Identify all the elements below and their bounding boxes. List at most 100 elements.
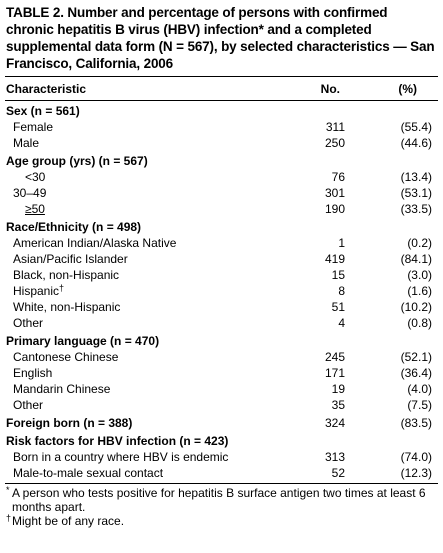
row-percent: (44.6) — [400, 136, 432, 150]
row-label-text: Male-to-male sexual contact — [13, 466, 164, 480]
table-row: English 171 (36.4) — [5, 365, 437, 381]
row-count: 8 — [338, 284, 345, 298]
group-percent — [348, 101, 437, 119]
row-label: Male-to-male sexual contact — [5, 465, 255, 483]
row-label-text: Born in a country where HBV is endemic — [13, 450, 229, 464]
row-label: Male — [5, 135, 255, 151]
header-no: No. — [320, 82, 340, 96]
row-percent: (52.1) — [400, 350, 432, 364]
table-row: Other 35 (7.5) — [5, 397, 437, 413]
header-rule — [5, 100, 438, 101]
group-label: Foreign born (n = 388) — [6, 416, 133, 430]
row-label: White, non-Hispanic — [5, 299, 255, 315]
row-label-text: <30 — [25, 170, 46, 184]
row-label-text: 30–49 — [13, 186, 47, 200]
table-row: ≥50 190 (33.5) — [5, 201, 437, 217]
row-count: 1 — [338, 236, 345, 250]
row-label: Cantonese Chinese — [5, 349, 255, 365]
row-count: 171 — [324, 366, 345, 380]
row-label-text: Other — [13, 398, 44, 412]
row-label: Born in a country where HBV is endemic — [5, 449, 255, 465]
header-characteristic: Characteristic — [6, 82, 87, 96]
table-row: Asian/Pacific Islander 419 (84.1) — [5, 251, 437, 267]
row-label-text: White, non-Hispanic — [13, 300, 121, 314]
group-percent: (83.5) — [400, 416, 432, 430]
row-percent: (7.5) — [407, 398, 432, 412]
group-row: Race/Ethnicity (n = 498) — [5, 217, 437, 235]
footnote-text: A person who tests positive for hepatiti… — [12, 486, 426, 514]
footnote-marker: † — [6, 513, 12, 523]
row-label: American Indian/Alaska Native — [5, 235, 255, 251]
row-label-text: Male — [13, 136, 40, 150]
table-row: <30 76 (13.4) — [5, 169, 437, 185]
table-row: Male-to-male sexual contact 52 (12.3) — [5, 465, 437, 483]
top-rule — [5, 76, 438, 77]
header-row: Characteristic No. (%) — [5, 77, 437, 100]
row-percent: (10.2) — [400, 300, 432, 314]
group-percent — [348, 151, 437, 169]
group-row: Foreign born (n = 388) 324 (83.5) — [5, 413, 437, 431]
row-label: Black, non-Hispanic — [5, 267, 255, 283]
row-label: Female — [5, 119, 255, 135]
row-label: Asian/Pacific Islander — [5, 251, 255, 267]
table-row: White, non-Hispanic 51 (10.2) — [5, 299, 437, 315]
row-percent: (0.2) — [407, 236, 432, 250]
table-row: Hispanic† 8 (1.6) — [5, 283, 437, 299]
row-label: English — [5, 365, 255, 381]
row-label-text: ≥50 — [25, 202, 45, 216]
row-count: 4 — [338, 316, 345, 330]
row-label-text: Cantonese Chinese — [13, 350, 119, 364]
group-percent — [348, 331, 437, 349]
group-count — [255, 101, 348, 119]
footnote: † Might be of any race. — [5, 513, 438, 528]
row-count: 245 — [324, 350, 345, 364]
row-percent: (13.4) — [400, 170, 432, 184]
row-percent: (0.8) — [407, 316, 432, 330]
group-percent — [348, 431, 437, 449]
row-percent: (36.4) — [400, 366, 432, 380]
row-count: 313 — [324, 450, 345, 464]
row-count: 76 — [331, 170, 345, 184]
bottom-rule — [5, 483, 438, 484]
table-row: Other 4 (0.8) — [5, 315, 437, 331]
row-percent: (3.0) — [407, 268, 432, 282]
table-row: 30–49 301 (53.1) — [5, 185, 437, 201]
footnote-marker: † — [59, 283, 65, 293]
row-percent: (74.0) — [400, 450, 432, 464]
row-percent: (55.4) — [400, 120, 432, 134]
group-label: Risk factors for HBV infection (n = 423) — [6, 434, 229, 448]
row-count: 35 — [331, 398, 345, 412]
data-table-body: Sex (n = 561) Female 311 (55.4) Male 250 (44.6… — [5, 101, 437, 483]
table-title: TABLE 2. Number and percentage of person… — [6, 5, 435, 71]
row-label: Mandarin Chinese — [5, 381, 255, 397]
row-label: <30 — [5, 169, 255, 185]
row-label-text: English — [13, 366, 53, 380]
row-label-text: Hispanic — [13, 284, 60, 298]
row-label: 30–49 — [5, 185, 255, 201]
group-row: Age group (yrs) (n = 567) — [5, 151, 437, 169]
row-count: 52 — [331, 466, 345, 480]
table-row: Mandarin Chinese 19 (4.0) — [5, 381, 437, 397]
row-percent: (4.0) — [407, 382, 432, 396]
group-label: Primary language (n = 470) — [6, 334, 160, 348]
row-percent: (53.1) — [400, 186, 432, 200]
table-body: Sex (n = 561) Female 311 (55.4) Male 250 (44.6… — [5, 101, 437, 483]
row-count: 19 — [331, 382, 345, 396]
row-count: 51 — [331, 300, 345, 314]
row-label: Other — [5, 315, 255, 331]
row-percent: (33.5) — [400, 202, 432, 216]
group-label: Age group (yrs) (n = 567) — [6, 154, 148, 168]
footnote: * A person who tests positive for hepatit… — [5, 485, 438, 514]
header-pct: (%) — [398, 82, 417, 96]
row-percent: (1.6) — [407, 284, 432, 298]
row-label: Hispanic† — [5, 283, 255, 299]
row-label-text: Female — [13, 120, 54, 134]
row-count: 15 — [331, 268, 345, 282]
row-count: 311 — [325, 120, 345, 134]
footnotes: * A person who tests positive for hepatit… — [5, 485, 438, 528]
row-percent: (84.1) — [400, 252, 432, 266]
row-label-text: American Indian/Alaska Native — [13, 236, 177, 250]
group-percent — [348, 217, 437, 235]
group-count: 324 — [324, 416, 345, 430]
